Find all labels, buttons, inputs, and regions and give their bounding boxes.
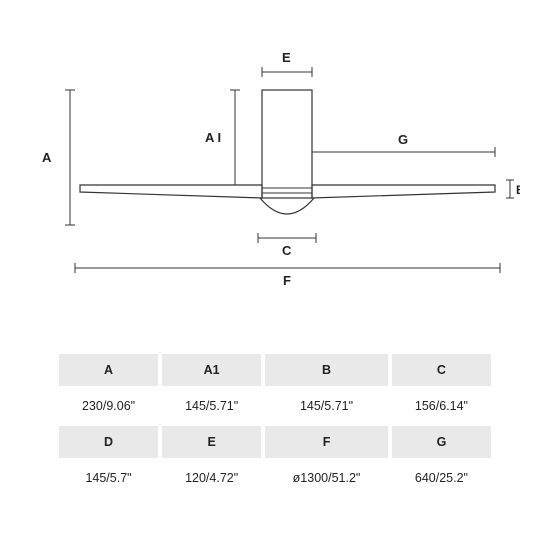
cell-A-hdr: A	[59, 354, 158, 386]
cell-D-hdr: D	[59, 426, 158, 458]
label-B: B	[516, 183, 520, 197]
label-A1: A I	[205, 130, 221, 145]
cell-G-val: 640/25.2"	[392, 462, 491, 494]
dimension-diagram: A A I E G B C F	[30, 30, 520, 310]
label-A: A	[42, 150, 52, 165]
table-row: 230/9.06" 145/5.71" 145/5.71" 156/6.14"	[59, 390, 491, 422]
table-row: D E F G	[59, 426, 491, 458]
dimensions-table: A A1 B C 230/9.06" 145/5.71" 145/5.71" 1…	[55, 350, 495, 498]
label-C: C	[282, 243, 292, 258]
cell-A1-hdr: A1	[162, 354, 261, 386]
cell-G-hdr: G	[392, 426, 491, 458]
cell-B-val: 145/5.71"	[265, 390, 388, 422]
label-E: E	[282, 50, 291, 65]
diagram-svg: A A I E G B C F	[30, 30, 520, 310]
cell-F-val: ø1300/51.2"	[265, 462, 388, 494]
cell-E-val: 120/4.72"	[162, 462, 261, 494]
label-F: F	[283, 273, 291, 288]
table-row: A A1 B C	[59, 354, 491, 386]
table-row: 145/5.7" 120/4.72" ø1300/51.2" 640/25.2"	[59, 462, 491, 494]
cell-B-hdr: B	[265, 354, 388, 386]
cell-A-val: 230/9.06"	[59, 390, 158, 422]
cell-C-hdr: C	[392, 354, 491, 386]
cell-D-val: 145/5.7"	[59, 462, 158, 494]
label-G: G	[398, 132, 408, 147]
cell-C-val: 156/6.14"	[392, 390, 491, 422]
cell-F-hdr: F	[265, 426, 388, 458]
cell-A1-val: 145/5.71"	[162, 390, 261, 422]
cell-E-hdr: E	[162, 426, 261, 458]
